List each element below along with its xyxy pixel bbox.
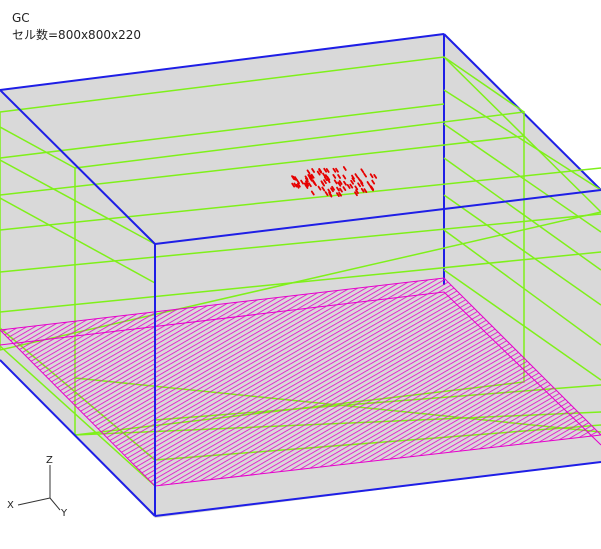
particle <box>296 182 301 188</box>
particle <box>318 167 323 173</box>
particle <box>346 184 351 189</box>
viewer-title: GC <box>12 11 30 25</box>
particle <box>326 178 331 184</box>
particle <box>350 179 355 185</box>
particle <box>296 179 301 185</box>
particle <box>307 174 312 179</box>
axis-triad <box>17 465 61 511</box>
particle <box>293 182 298 188</box>
particle <box>342 174 347 180</box>
particle <box>337 181 342 187</box>
particle <box>355 189 359 195</box>
particle <box>338 180 343 185</box>
particle <box>321 181 326 187</box>
domain-box-front-edges <box>0 89 601 517</box>
particle <box>333 179 338 185</box>
particle <box>335 192 340 198</box>
particle <box>363 188 368 194</box>
particle <box>342 186 347 192</box>
particle <box>328 192 333 198</box>
particle <box>324 174 329 180</box>
particle <box>324 191 329 197</box>
particle <box>311 168 316 173</box>
particle <box>373 173 378 179</box>
particle <box>309 174 314 180</box>
particle <box>323 167 328 173</box>
particle <box>360 168 365 174</box>
hud-info: GC セル数=800x800x220 <box>12 10 141 44</box>
particle <box>322 172 326 178</box>
particle <box>291 182 296 188</box>
particle <box>304 180 309 186</box>
z-axis-label: Z <box>46 455 53 466</box>
particle <box>351 177 356 183</box>
particle <box>304 182 309 188</box>
particle <box>339 187 343 193</box>
particle <box>354 185 359 191</box>
particle <box>337 174 342 179</box>
particle <box>369 173 374 179</box>
y-axis-line <box>49 497 61 511</box>
particle <box>304 177 309 183</box>
particle <box>354 173 359 179</box>
particle <box>332 173 337 179</box>
particle <box>327 188 332 194</box>
particle <box>360 187 365 193</box>
x-axis-line <box>17 497 51 506</box>
particle <box>369 185 374 191</box>
particle <box>323 176 328 182</box>
particle <box>351 174 355 180</box>
particle <box>325 168 330 173</box>
particle <box>359 179 364 185</box>
particle <box>363 172 368 178</box>
particle <box>312 180 316 186</box>
cell-count-label: セル数=800x800x220 <box>12 28 141 42</box>
particle-cluster <box>291 166 378 198</box>
particle <box>335 167 339 173</box>
particle <box>310 190 315 196</box>
particle <box>323 179 327 185</box>
particle <box>332 167 337 173</box>
particle <box>330 187 334 193</box>
particle <box>338 191 343 197</box>
particle <box>354 191 358 197</box>
y-axis-label: Y <box>61 508 68 519</box>
particle <box>371 179 376 185</box>
particle <box>342 166 347 171</box>
particle <box>291 175 295 181</box>
particle <box>300 179 305 185</box>
particle <box>336 186 340 192</box>
particle <box>366 181 371 186</box>
particle <box>316 170 321 176</box>
particle <box>307 182 312 188</box>
particle <box>321 186 326 192</box>
particle <box>317 185 322 191</box>
particle <box>343 180 347 186</box>
particle <box>306 169 311 175</box>
x-axis-label: X <box>7 500 14 511</box>
particle <box>310 173 315 179</box>
particle <box>357 182 362 188</box>
particle <box>295 183 300 189</box>
particle <box>349 183 354 189</box>
particle <box>331 185 336 191</box>
floor-hatch-layer <box>0 277 601 515</box>
